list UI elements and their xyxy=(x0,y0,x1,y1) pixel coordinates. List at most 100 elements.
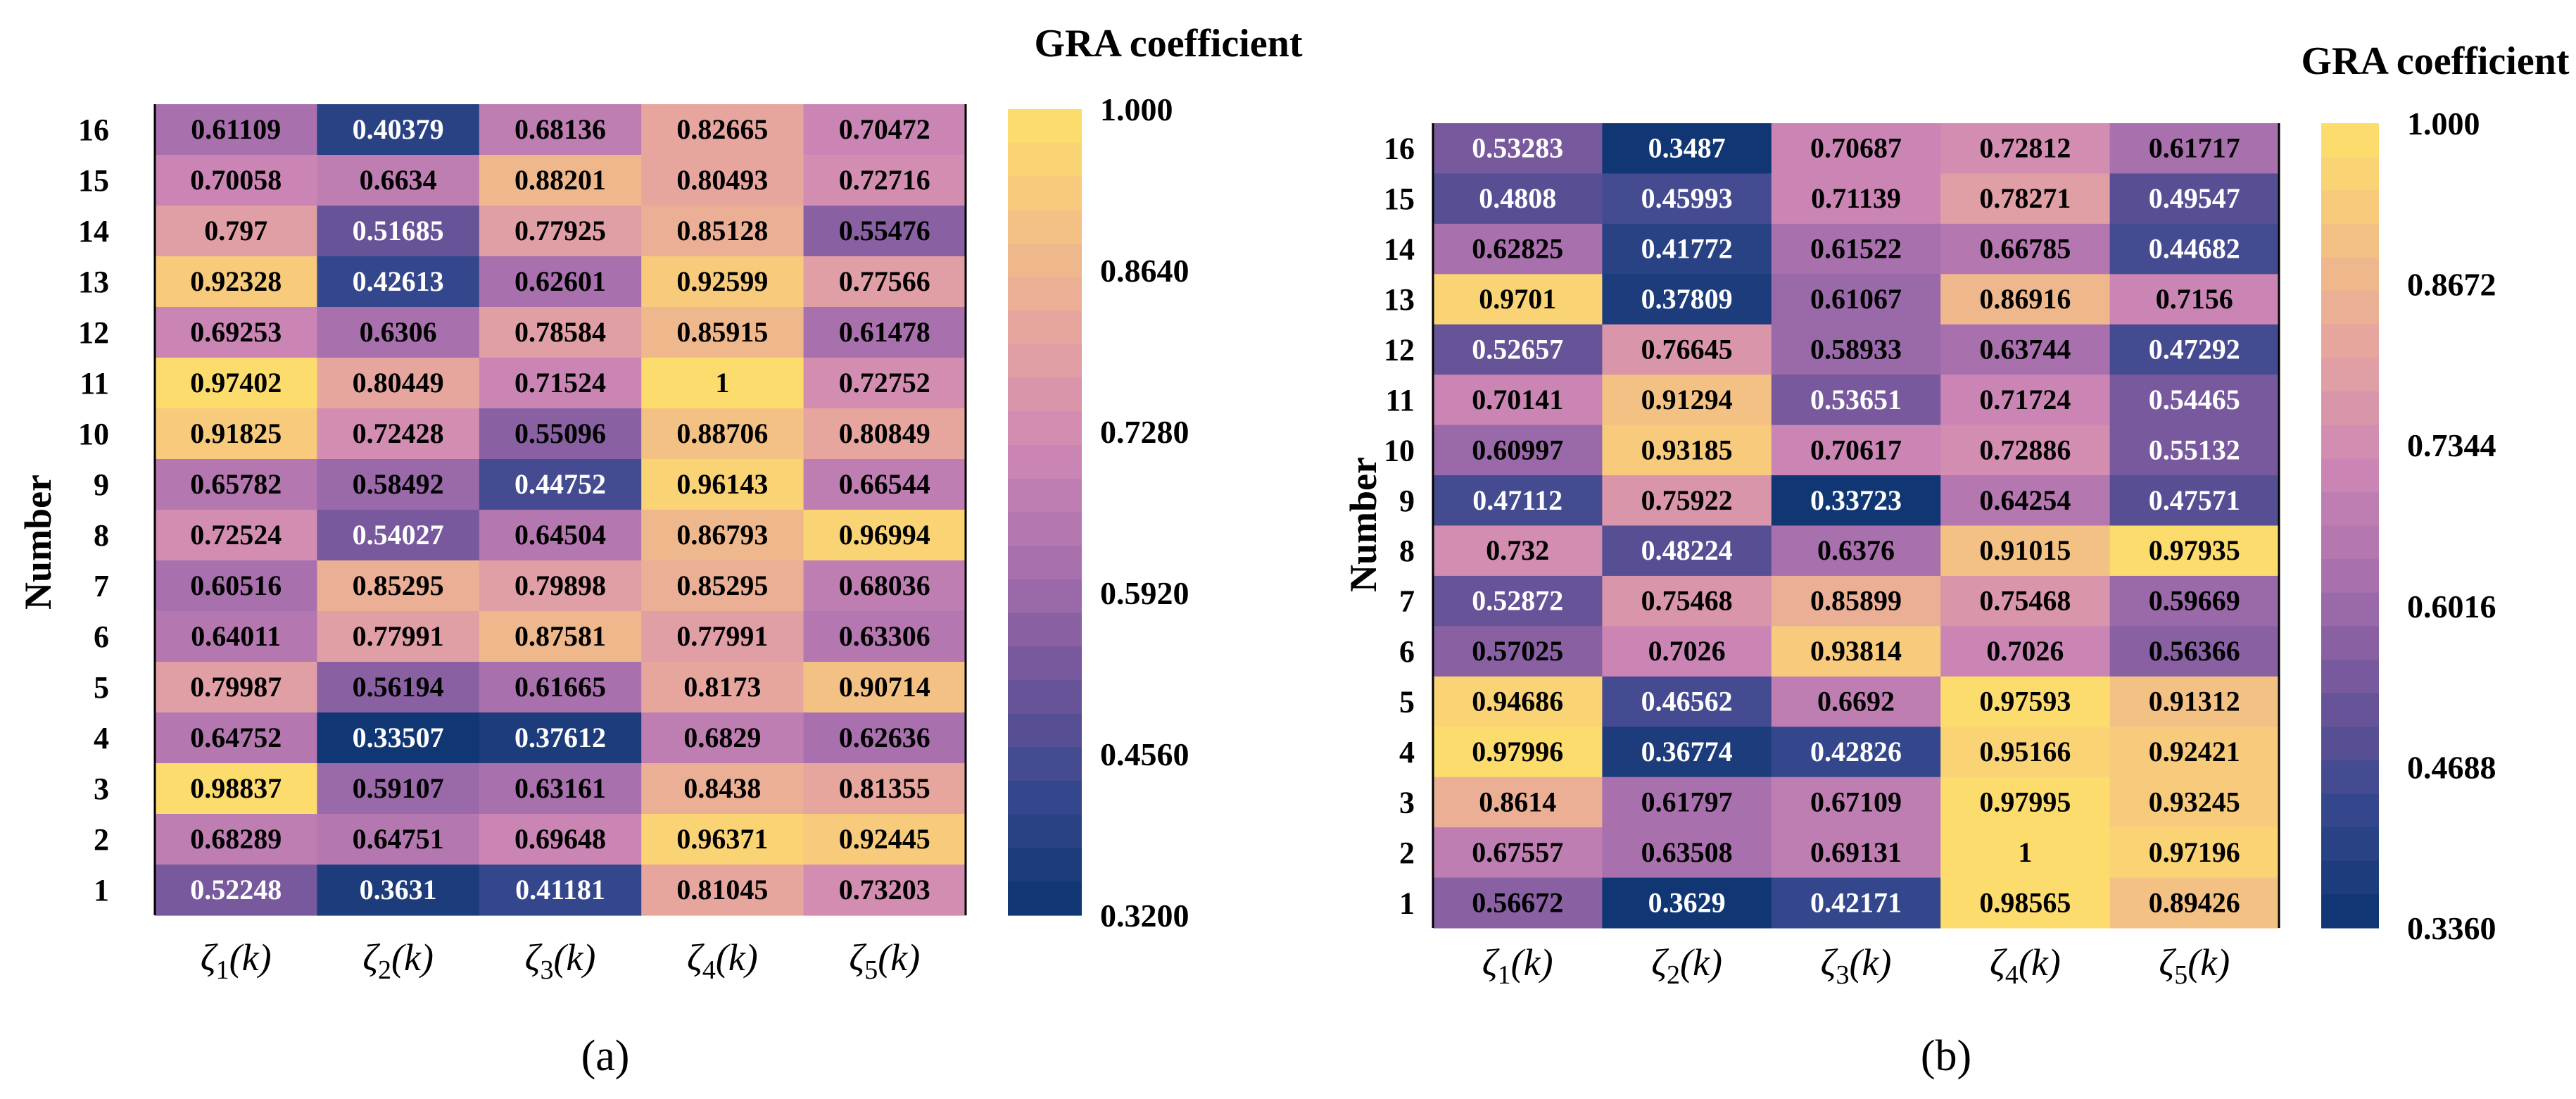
heatmap-cell xyxy=(155,256,317,308)
cell-value: 0.72716 xyxy=(839,164,930,196)
heatmap-cell xyxy=(479,712,642,764)
heatmap-cell xyxy=(479,510,642,561)
cell-value: 0.61478 xyxy=(839,316,930,348)
cell-value: 0.93245 xyxy=(2149,786,2240,817)
cell-value: 0.82665 xyxy=(676,113,768,145)
cell-value: 0.59107 xyxy=(353,772,444,804)
heatmap-cell xyxy=(1602,626,1772,677)
heatmap-cell xyxy=(1771,877,1941,929)
heatmap-cell xyxy=(155,712,317,764)
cell-value: 0.6376 xyxy=(1817,534,1895,566)
colorbar-tick-label: 0.8640 xyxy=(1100,253,1189,289)
cell-value: 0.97593 xyxy=(1979,686,2071,717)
cell-value: 0.85899 xyxy=(1810,585,1902,617)
cell-value: 0.56366 xyxy=(2149,635,2240,667)
heatmap-cell xyxy=(2109,827,2280,879)
cell-value: 0.68289 xyxy=(190,823,282,855)
cell-value: 0.91825 xyxy=(190,417,282,449)
cell-value: 0.52657 xyxy=(1472,333,1563,365)
cell-value: 0.75922 xyxy=(1641,484,1733,516)
heatmap-cell xyxy=(317,865,480,916)
heatmap-cell xyxy=(1433,173,1603,225)
heatmap-cell xyxy=(1433,324,1603,375)
heatmap-cell xyxy=(803,256,966,308)
heatmap-cell xyxy=(1602,676,1772,727)
cell-value: 0.69648 xyxy=(514,823,606,855)
cell-value: 0.64254 xyxy=(1979,484,2071,516)
heatmap-cell xyxy=(2109,425,2280,476)
y-tick-label: 4 xyxy=(1399,735,1415,770)
colorbar-band xyxy=(2321,324,2379,358)
cell-value: 0.3487 xyxy=(1648,132,1726,164)
panel-b: GRA coefficient Number 0.53283 0.3487 0.70… xyxy=(1342,39,2570,1080)
cell-value: 0.87581 xyxy=(514,620,606,652)
heatmap-cell xyxy=(641,560,804,612)
heatmap-cell xyxy=(1771,525,1941,577)
heatmap-cell xyxy=(641,256,804,308)
cell-value: 1 xyxy=(715,367,729,398)
heatmap-cell xyxy=(317,206,480,257)
heatmap-cell xyxy=(2109,626,2280,677)
cell-value: 0.67557 xyxy=(1472,836,1563,868)
heatmap-cell xyxy=(1771,274,1941,325)
cell-value: 0.78584 xyxy=(514,316,606,348)
cell-value: 0.97935 xyxy=(2149,534,2240,566)
colorbar-band xyxy=(2321,291,2379,325)
colorbar-band xyxy=(2321,894,2379,929)
heatmap-cell xyxy=(1940,223,2111,275)
cell-value: 0.88706 xyxy=(676,417,768,449)
cell-value: 0.65782 xyxy=(190,468,282,500)
cell-value: 0.61797 xyxy=(1641,786,1733,817)
cell-value: 0.56672 xyxy=(1472,886,1563,918)
colorbar-band xyxy=(2321,860,2379,895)
x-tick-label: ζ5(k) xyxy=(849,936,920,985)
cell-value: 0.51685 xyxy=(353,215,444,246)
y-tick-label: 10 xyxy=(78,417,109,451)
heatmap-cell xyxy=(803,763,966,815)
cell-value: 0.70141 xyxy=(1472,384,1563,415)
heatmap-cell xyxy=(317,763,480,815)
heatmap-cell xyxy=(2109,777,2280,828)
x-tick-label: ζ4(k) xyxy=(687,936,758,985)
colorbar-tick-label: 0.8672 xyxy=(2407,267,2496,303)
heatmap-cell xyxy=(641,408,804,460)
colorbar-band xyxy=(1008,176,1082,211)
heatmap-cell xyxy=(1602,274,1772,325)
cell-value: 0.57025 xyxy=(1472,635,1563,667)
cell-value: 0.98837 xyxy=(190,772,282,804)
cell-value: 0.86916 xyxy=(1979,283,2071,315)
colorbar-band xyxy=(1008,210,1082,244)
panel-a-cells: 0.61109 0.40379 0.68136 0.82665 0.70472 0.700… xyxy=(155,104,966,916)
heatmap-cell xyxy=(1602,777,1772,828)
colorbar-band xyxy=(1008,310,1082,345)
y-tick-label: 16 xyxy=(1384,132,1415,166)
heatmap-cell xyxy=(641,712,804,764)
heatmap-cell xyxy=(803,560,966,612)
cell-value: 0.68036 xyxy=(839,570,930,601)
heatmap-cell xyxy=(1771,375,1941,426)
y-tick-label: 9 xyxy=(94,467,109,502)
heatmap-cell xyxy=(803,611,966,662)
heatmap-cell xyxy=(641,155,804,206)
heatmap-cell xyxy=(1940,173,2111,225)
colorbar-tick-label: 0.4688 xyxy=(2407,749,2496,785)
cell-value: 0.47112 xyxy=(1472,484,1562,516)
heatmap-cell xyxy=(1771,676,1941,727)
cell-value: 0.72752 xyxy=(839,367,930,398)
cell-value: 0.41181 xyxy=(515,874,605,905)
heatmap-cell xyxy=(1771,123,1941,175)
heatmap-cell xyxy=(803,662,966,713)
y-tick-label: 15 xyxy=(1384,182,1415,216)
heatmap-cell xyxy=(155,510,317,561)
colorbar-band xyxy=(1008,277,1082,311)
heatmap-cell xyxy=(2109,575,2280,627)
cell-value: 0.61717 xyxy=(2149,132,2240,164)
heatmap-cell xyxy=(317,307,480,358)
panel-a-colorbar-ticks: 1.000 0.8640 0.7280 0.5920 0.4560 0.3200 xyxy=(1100,92,1189,934)
heatmap-cell xyxy=(317,408,480,460)
cell-value: 0.37809 xyxy=(1641,283,1733,315)
cell-value: 0.91294 xyxy=(1641,384,1733,415)
cell-value: 0.63744 xyxy=(1979,333,2071,365)
panel-a-y-axis-label: Number xyxy=(17,475,59,610)
colorbar-tick-label: 0.3360 xyxy=(2407,910,2496,946)
